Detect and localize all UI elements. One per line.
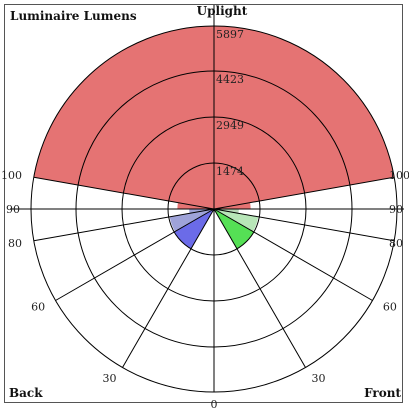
spoke-front-60 — [213, 208, 373, 301]
grid-layer — [10, 5, 404, 393]
spoke-front-30 — [213, 208, 306, 368]
angle-label: 60 — [31, 301, 45, 314]
chart-title: Luminaire Lumens — [10, 9, 137, 23]
back-label: Back — [9, 386, 43, 400]
spoke-back-80 — [33, 208, 215, 242]
front-label: Front — [364, 386, 401, 400]
spoke-front-80 — [213, 208, 395, 242]
spoke-front-100 — [213, 176, 395, 210]
radial-tick-label: 4423 — [216, 73, 244, 86]
radial-tick-label: 2949 — [216, 119, 244, 132]
spoke-back-60 — [55, 208, 215, 301]
spoke-back-100 — [33, 176, 215, 210]
angle-label: 0 — [211, 398, 218, 408]
spoke-back-30 — [122, 208, 215, 368]
uplight-label: Uplight — [197, 4, 248, 18]
angle-label: 80 — [8, 237, 22, 250]
angle-label: 100 — [1, 169, 22, 182]
angle-label: 90 — [6, 203, 20, 216]
angle-label: 60 — [383, 301, 397, 314]
zone-front-low — [214, 209, 254, 249]
labels-layer: 1474 2949 4423 5897 100 90 80 60 30 0 30 60 80 90 100 — [1, 28, 409, 408]
radial-tick-label: 5897 — [216, 28, 244, 41]
zone-back-mid — [169, 209, 214, 232]
zone-front-mid — [214, 209, 259, 232]
radial-tick-label: 1474 — [216, 165, 244, 178]
zone-back-low — [174, 209, 214, 249]
angle-label: 30 — [103, 372, 117, 385]
angle-label: 30 — [312, 372, 326, 385]
angle-label: 80 — [389, 237, 403, 250]
angle-label: 100 — [389, 169, 409, 182]
angle-label: 90 — [389, 203, 403, 216]
